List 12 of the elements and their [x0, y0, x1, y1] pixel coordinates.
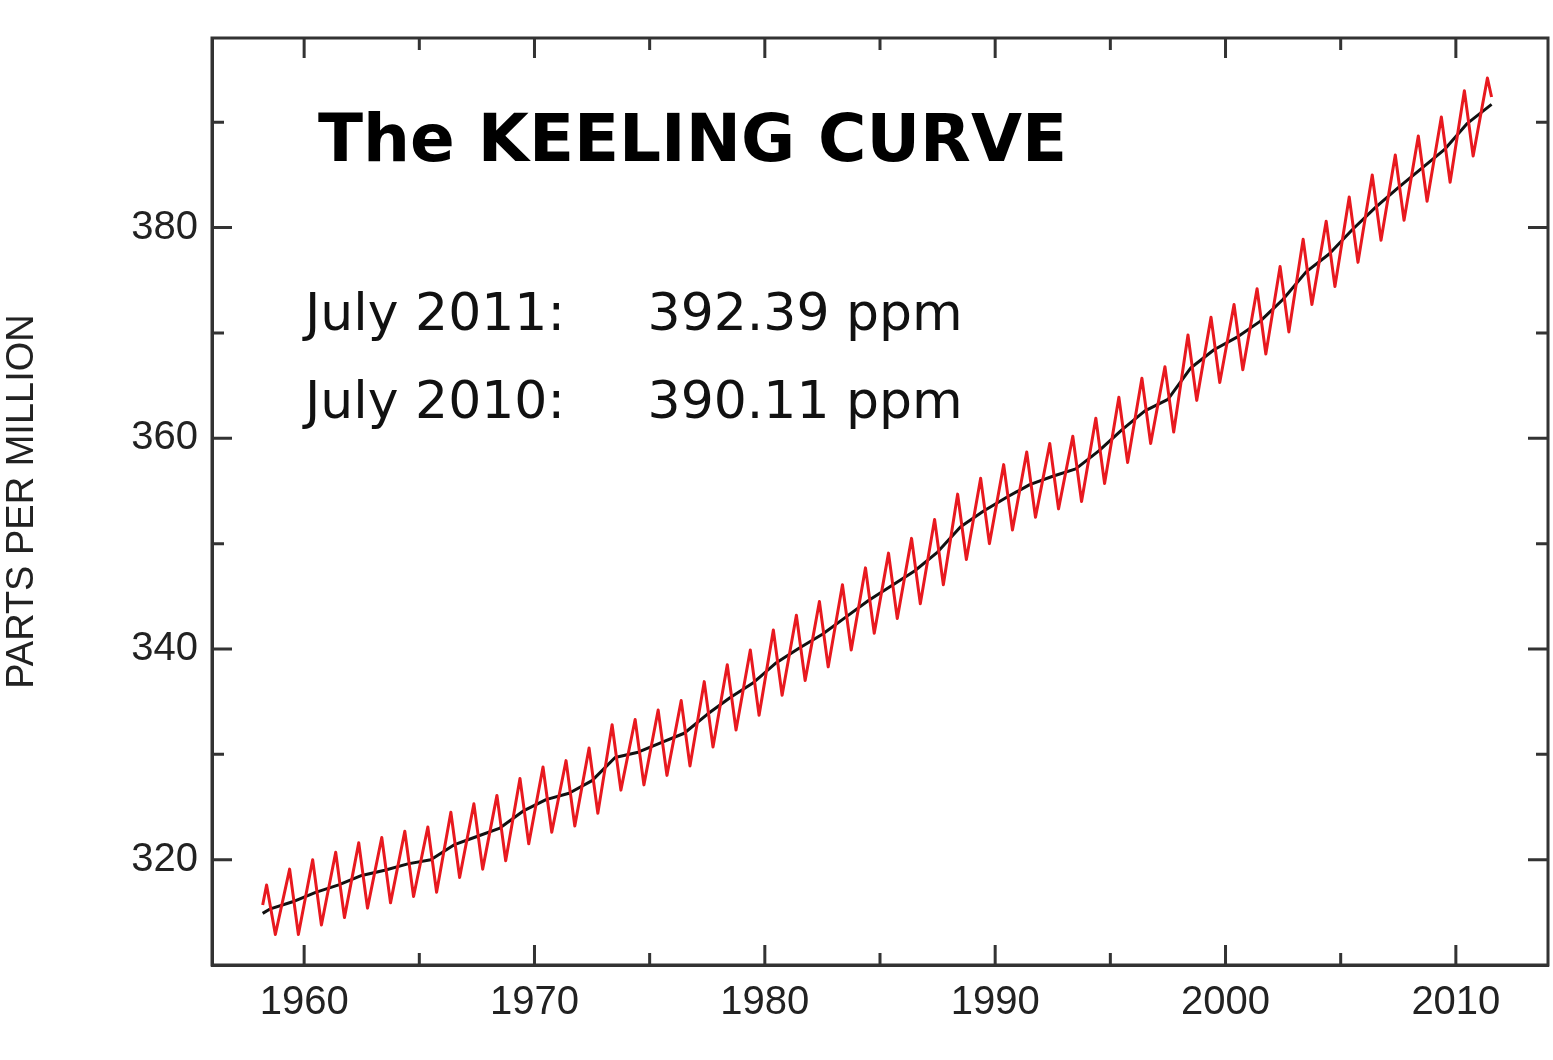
- y-tick-label: 380: [131, 202, 198, 247]
- x-tick-label: 2010: [1411, 978, 1501, 1023]
- x-tick-label: 1960: [259, 978, 349, 1023]
- x-tick-label: 1970: [489, 978, 579, 1023]
- x-tick-label: 2000: [1181, 978, 1271, 1023]
- y-tick-label: 340: [131, 624, 198, 669]
- x-tick-label: 1980: [720, 978, 810, 1023]
- y-axis-title: PARTS PER MILLION: [0, 314, 42, 689]
- y-tick-label: 320: [131, 834, 198, 879]
- text: The KEELING CURVE: [318, 100, 1068, 177]
- x-tick-label: 1990: [950, 978, 1040, 1023]
- y-tick-label: 360: [131, 413, 198, 458]
